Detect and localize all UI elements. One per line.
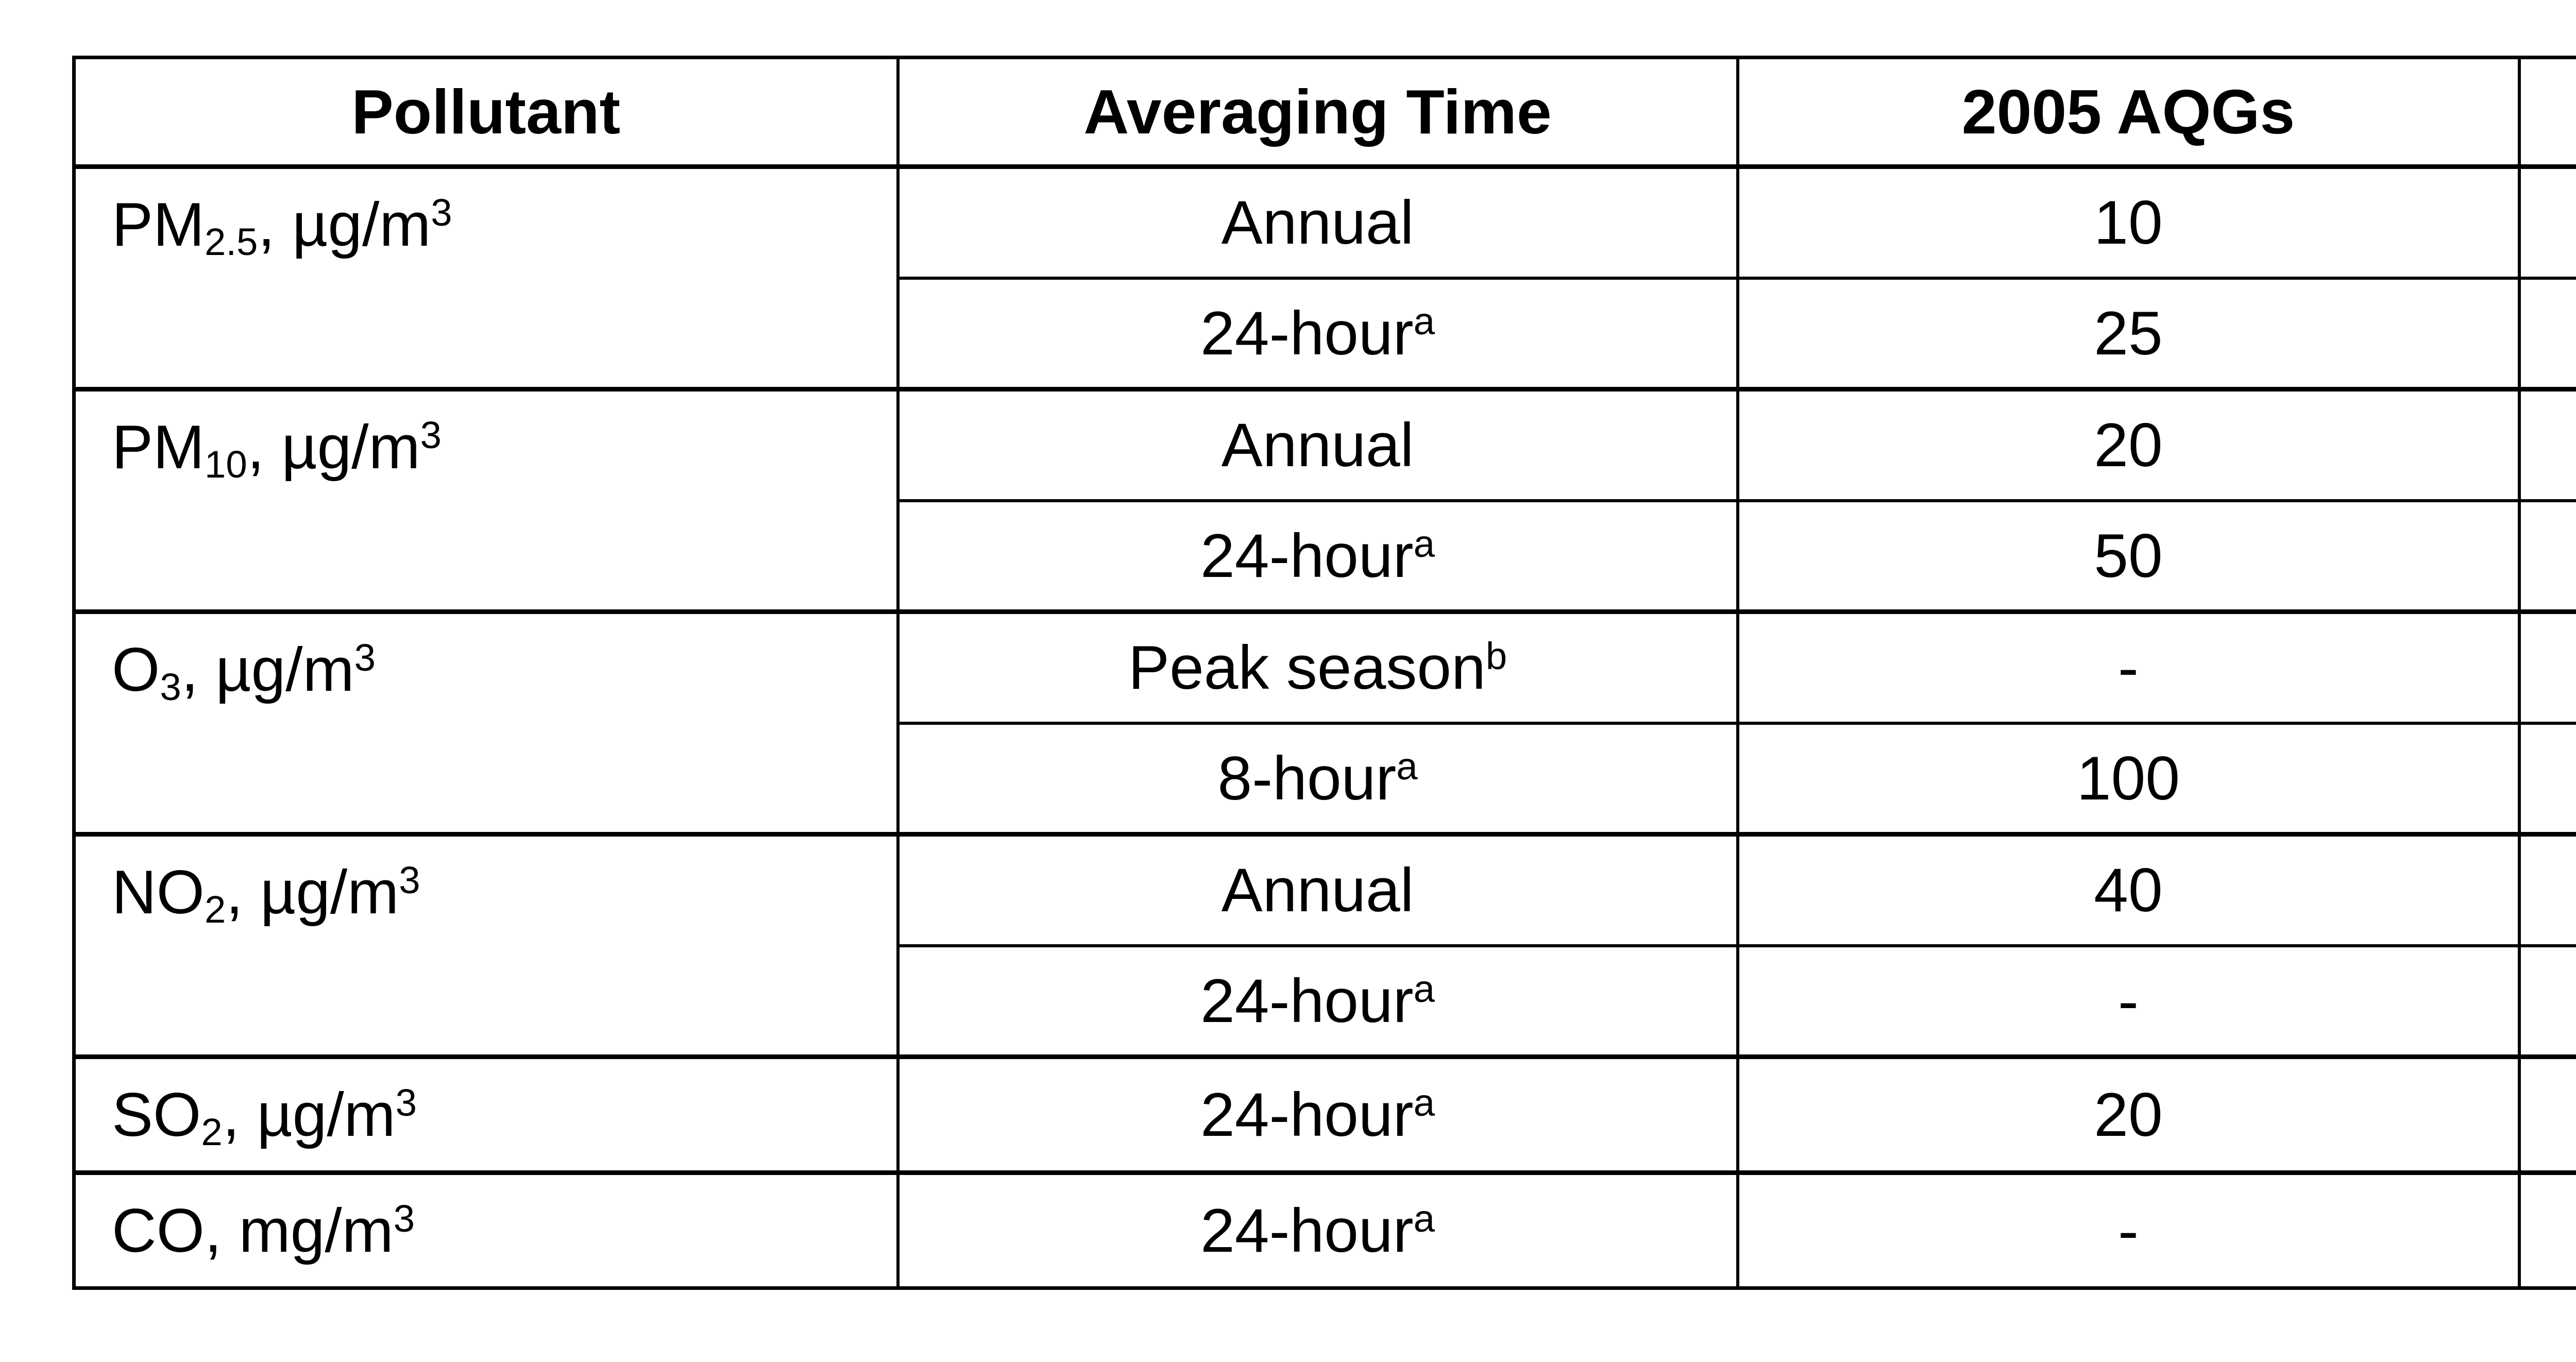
table-row: PM2.5, µg/m3 Annual 105 xyxy=(72,164,2576,391)
aqg-2021-value-cell: 45 xyxy=(2517,499,2576,614)
pollutant-unit-text: , µg/m xyxy=(258,190,431,259)
footnote-marker: a xyxy=(1396,745,1418,788)
aqg-2005-value-cell: 10 xyxy=(1736,164,2521,280)
table-row: 24-houra5045 xyxy=(74,499,2576,614)
aqg-2005-value-cell: 20 xyxy=(1736,387,2521,502)
pollutant-cell: PM2.5, µg/m3 xyxy=(72,164,900,391)
table-row: 8-houra100100 xyxy=(74,721,2576,836)
pollutant-unit-text: , µg/m xyxy=(226,858,399,927)
pollutant-superscript: 3 xyxy=(354,636,376,679)
averaging-time-text: Annual xyxy=(1221,188,1414,258)
pollutant-label: PM2.5, µg/m3 xyxy=(77,172,895,281)
averaging-time-cell: Annual xyxy=(896,832,1739,947)
aqg-2005-value-cell: 40 xyxy=(1736,832,2521,947)
pollutant-unit-text: , µg/m xyxy=(222,1080,396,1149)
table-row: 24-houra2515 xyxy=(74,276,2576,391)
averaging-time-cell: 8-houra xyxy=(896,721,1739,836)
col-header-averaging-time: Averaging Time xyxy=(896,56,1739,169)
aqg-2021-value-cell: 60 xyxy=(2517,609,2576,725)
pollutant-label: NO2, µg/m3 xyxy=(77,839,895,948)
averaging-time-cell: Annual xyxy=(896,164,1739,280)
averaging-time-text: 24-hour xyxy=(1200,1080,1414,1149)
col-header-2021-aqgs: 2021 AQGs xyxy=(2517,56,2576,169)
pollutant-base-text: PM xyxy=(112,190,205,259)
pollutant-subscript: 10 xyxy=(205,442,247,486)
pollutant-base-text: SO xyxy=(112,1080,201,1149)
averaging-time-cell: 24-houra xyxy=(896,499,1739,614)
pollutant-superscript: 3 xyxy=(420,414,442,457)
pollutant-unit-text: , µg/m xyxy=(181,635,354,704)
aqg-2021-value-cell: 100 xyxy=(2517,721,2576,836)
aqg-2021-value-cell: 15 xyxy=(2517,276,2576,391)
aqg-2005-value-cell: 25 xyxy=(1736,276,2521,391)
pollutant-label: O3, µg/m3 xyxy=(77,617,895,726)
pollutant-cell: O3, µg/m3 xyxy=(72,609,900,836)
averaging-time-text: 8-hour xyxy=(1217,743,1397,813)
aqg-2021-value-cell: 10 xyxy=(2517,832,2576,947)
footnote-marker: a xyxy=(1413,522,1435,566)
averaging-time-cell: 24-houra xyxy=(896,276,1739,391)
pollutant-label: SO2, µg/m3 xyxy=(77,1062,895,1170)
averaging-time-text: 24-hour xyxy=(1200,521,1414,590)
pollutant-base-text: NO xyxy=(112,858,205,927)
averaging-time-text: Annual xyxy=(1221,856,1414,925)
aqg-2005-value-cell: - xyxy=(1736,1170,2521,1290)
aqg-2021-value-cell: 40 xyxy=(2517,1054,2576,1174)
pollutant-superscript: 3 xyxy=(395,1081,417,1125)
averaging-time-cell: 24-houra xyxy=(896,944,1739,1059)
pollutant-subscript: 3 xyxy=(160,665,181,708)
aqg-2005-value-cell: 20 xyxy=(1736,1054,2521,1174)
table-row: NO2, µg/m3 Annual 4010 xyxy=(72,832,2576,1059)
aqg-2021-value-cell: 5 xyxy=(2517,164,2576,280)
averaging-time-text: Annual xyxy=(1221,411,1414,480)
pollutant-subscript: 2.5 xyxy=(205,220,258,263)
aqg-2021-value-cell: 25 xyxy=(2517,944,2576,1059)
averaging-time-text: 24-hour xyxy=(1200,966,1414,1035)
header-row: Pollutant Averaging Time 2005 AQGs 2021 … xyxy=(72,56,2576,169)
pollutant-subscript: 2 xyxy=(201,1110,223,1153)
pollutant-label: PM10, µg/m3 xyxy=(77,394,895,503)
table-row: 24-houra-25 xyxy=(74,944,2576,1059)
pollutant-label: CO, mg/m3 xyxy=(77,1178,895,1285)
aqg-2005-value-cell: 50 xyxy=(1736,499,2521,614)
pollutant-unit-text: , mg/m xyxy=(205,1196,394,1265)
footnote-marker: a xyxy=(1413,1081,1435,1125)
table-row: PM10, µg/m3 Annual 2015 xyxy=(72,387,2576,614)
pollutant-superscript: 3 xyxy=(393,1197,415,1240)
footnote-marker: a xyxy=(1413,1197,1435,1240)
averaging-time-cell: 24-houra xyxy=(896,1170,1739,1290)
pollutant-superscript: 3 xyxy=(399,859,420,902)
averaging-time-text: 24-hour xyxy=(1200,298,1414,368)
aqg-2005-value-cell: - xyxy=(1736,609,2521,725)
col-header-2005-aqgs: 2005 AQGs xyxy=(1736,56,2521,169)
averaging-time-text: 24-hour xyxy=(1200,1196,1414,1265)
averaging-time-cell: Peak seasonb xyxy=(896,609,1739,725)
aqg-2021-value-cell: 4 xyxy=(2517,1170,2576,1290)
averaging-time-cell: Annual xyxy=(896,387,1739,502)
averaging-time-text: Peak season xyxy=(1128,633,1486,703)
pollutant-superscript: 3 xyxy=(431,191,452,234)
footnote-marker: a xyxy=(1413,300,1435,343)
pollutant-cell: NO2, µg/m3 xyxy=(72,832,900,1059)
col-header-pollutant: Pollutant xyxy=(72,56,900,169)
aqg-2005-value-cell: 100 xyxy=(1736,721,2521,836)
footnote-marker: b xyxy=(1485,634,1507,677)
aqg-2005-value-cell: - xyxy=(1736,944,2521,1059)
pollutant-base-text: O xyxy=(112,635,160,704)
pollutant-cell: PM10, µg/m3 xyxy=(72,387,900,614)
aqg-2021-value-cell: 15 xyxy=(2517,387,2576,502)
pollutant-base-text: CO xyxy=(112,1196,205,1265)
pollutant-cell: CO, mg/m3 xyxy=(72,1170,900,1290)
pollutant-cell: SO2, µg/m3 xyxy=(72,1054,900,1174)
pollutant-subscript: 2 xyxy=(205,888,226,931)
footnote-marker: a xyxy=(1413,967,1435,1011)
averaging-time-cell: 24-houra xyxy=(896,1054,1739,1174)
pollutant-unit-text: , µg/m xyxy=(247,413,420,482)
aqg-table: Pollutant Averaging Time 2005 AQGs 2021 … xyxy=(72,56,2576,1290)
pollutant-base-text: PM xyxy=(112,413,205,482)
